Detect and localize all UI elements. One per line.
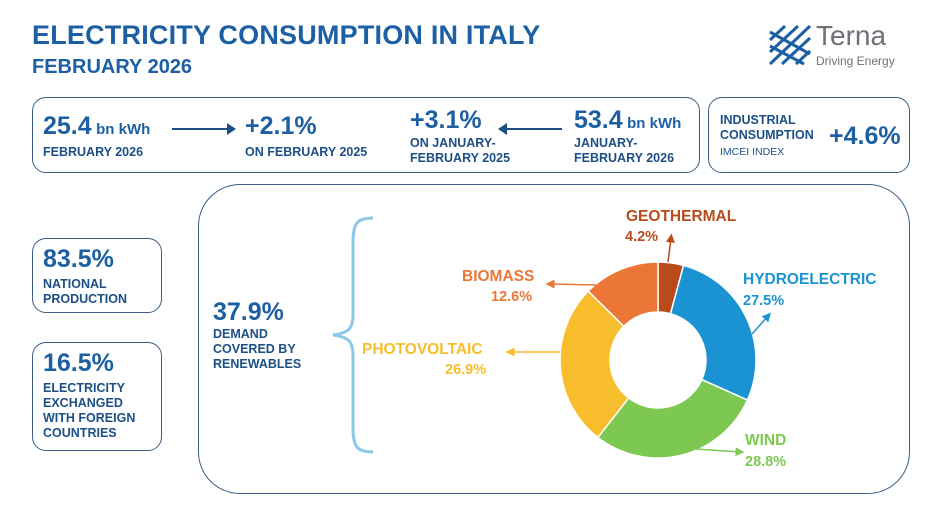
renewables-label: DEMAND COVERED BY RENEWABLES: [213, 327, 302, 371]
monthly-label: FEBRUARY 2026: [43, 145, 144, 159]
monthly-change: +2.1%: [245, 112, 317, 140]
exchanged-label: ELECTRICITY EXCHANGED WITH FOREIGN COUNT…: [43, 381, 136, 440]
industrial-label: INDUSTRIAL CONSUMPTION: [720, 113, 814, 142]
leader-geothermal: [665, 233, 675, 263]
label-hydroelectric: HYDROELECTRIC: [743, 271, 877, 288]
slice-hydroelectric: [669, 264, 757, 402]
terna-logo: Terna Driving Energy: [768, 20, 913, 70]
pct-biomass: 12.6%: [491, 289, 533, 305]
leader-wind: [695, 447, 745, 457]
renewables-panel: [198, 184, 910, 494]
pct-geothermal: 4.2%: [625, 229, 659, 245]
renewables-value: 37.9%: [213, 298, 284, 326]
label-wind: WIND: [745, 432, 787, 449]
label-geothermal: GEOTHERMAL: [626, 208, 737, 225]
pct-wind: 28.8%: [745, 454, 787, 470]
label-biomass: BIOMASS: [462, 268, 535, 285]
industrial-box: [708, 97, 910, 173]
slice-wind: [596, 378, 749, 459]
leader-biomass: [545, 279, 597, 289]
label-photovoltaic: PHOTOVOLTAIC: [362, 341, 483, 358]
logo-name: Terna: [816, 20, 887, 51]
terna-logo-icon: [768, 24, 812, 66]
slice-photovoltaic: [559, 290, 630, 439]
ytd-consumption: 53.4 bn kWh: [574, 106, 681, 135]
pct-hydroelectric: 27.5%: [743, 293, 785, 309]
industrial-value: +4.6%: [829, 122, 901, 150]
monthly-change-label: ON FEBRUARY 2025: [245, 145, 368, 159]
monthly-unit: bn kWh: [96, 121, 151, 138]
summary-box: [32, 97, 700, 173]
exchanged-box: [32, 342, 162, 451]
ytd-label: JANUARY-FEBRUARY 2026: [574, 136, 675, 165]
slice-biomass: [587, 261, 659, 328]
renewables-donut-chart: [559, 261, 757, 459]
exchanged-value: 16.5%: [43, 349, 114, 377]
ytd-change-label: ON JANUARY-FEBRUARY 2025: [410, 136, 511, 165]
logo-tagline: Driving Energy: [816, 54, 895, 68]
monthly-consumption: 25.4 bn kWh: [43, 112, 150, 141]
pct-photovoltaic: 26.9%: [445, 362, 487, 378]
page-subtitle: FEBRUARY 2026: [32, 56, 193, 78]
monthly-value: 25.4: [43, 112, 92, 140]
curly-brace-icon: [332, 216, 374, 454]
page-title: ELECTRICITY CONSUMPTION IN ITALY: [32, 20, 541, 50]
industrial-index: IMCEI INDEX: [720, 146, 785, 158]
ytd-value: 53.4: [574, 106, 623, 134]
national-box: [32, 238, 162, 313]
national-label: NATIONAL PRODUCTION: [43, 277, 128, 306]
arrow-left-icon: [498, 123, 562, 135]
national-value: 83.5%: [43, 245, 114, 273]
ytd-unit: bn kWh: [627, 115, 682, 132]
ytd-change: +3.1%: [410, 106, 482, 134]
arrow-right-icon: [172, 123, 236, 135]
leader-hydroelectric: [751, 312, 771, 335]
